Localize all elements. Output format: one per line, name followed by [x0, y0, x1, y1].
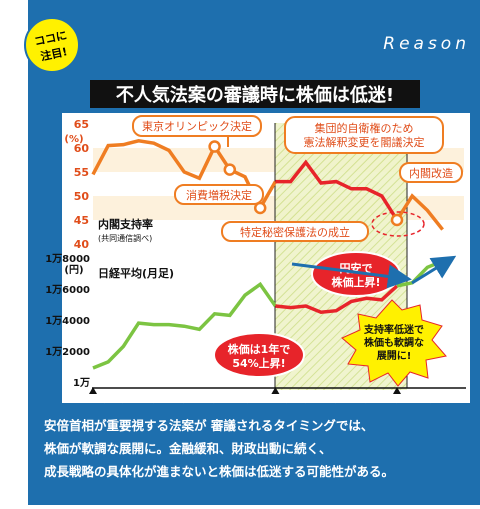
footer-line3: 成長戦略の具体化が進まないと株価は低迷する可能性がある。	[44, 464, 394, 479]
x-tick-label: 13年1月	[73, 392, 114, 405]
title-background	[90, 80, 420, 108]
nikkei-tick-label: 1万6000	[45, 284, 90, 296]
approval-marker	[390, 213, 404, 227]
nikkei-tick-label: 1万2000	[45, 346, 90, 358]
callout-54pct-bg	[213, 332, 305, 378]
x-tick-label: 3月	[297, 393, 314, 405]
annotation-reshuffle-box	[399, 162, 463, 183]
x-tick-label: 5月	[145, 393, 162, 405]
callout-starburst: 支持率低迷で株価も軟調な展開に!	[363, 323, 424, 362]
approval-tick-label: 55	[74, 166, 89, 179]
x-tick-label: 3月	[115, 393, 132, 405]
approval-line-late	[395, 193, 444, 231]
approval-chart: 65 60 55 50 45 40 (%) 内閣支持率 (共同通信調べ)	[64, 118, 444, 251]
nikkei-tick-label: 1万	[73, 377, 90, 389]
annotations: 東京オリンピック決定 消費増税決定 特定秘密保護法の成立 集団的自衛権のため憲法…	[132, 115, 463, 387]
callout-54pct: 株価は1年で 54%上昇!	[228, 342, 291, 370]
annotation-defense: 集団的自衛権のため憲法解釈変更を閣議決定	[304, 121, 425, 149]
x-tick-label: 11月	[233, 393, 257, 405]
annotation-defense-box	[284, 116, 444, 154]
x-tick-label: 5月	[328, 393, 345, 405]
nikkei-title: 日経平均(月足)	[98, 266, 174, 280]
nikkei-line-2013	[92, 281, 277, 370]
x-tick-label: 9月	[389, 393, 406, 405]
x-tick-label: 14年1月	[255, 392, 296, 405]
footer: 安倍首相が重要視する法案が 審議されるタイミングでは、 株価が軟調な展開に。金融…	[44, 418, 394, 479]
badge: ココに 注目!	[24, 17, 80, 73]
annotation-tax: 消費増税決定	[186, 188, 252, 202]
approval-line-2013	[91, 139, 277, 212]
badge-line2: 注目!	[39, 44, 68, 63]
x-axis-marker	[393, 387, 401, 394]
arrow-up-nikkei	[411, 255, 457, 285]
approval-line-2014	[275, 159, 399, 221]
x-tick-label: 9月	[206, 393, 223, 405]
approval-marker	[223, 163, 237, 176]
nikkei-ylabel: (円)	[64, 264, 83, 276]
annotation-dip-circle	[371, 211, 425, 237]
approval-tick-label: 45	[74, 214, 89, 227]
annotation-tax-box	[174, 184, 264, 205]
approval-marker	[253, 201, 267, 215]
footer-line1: 安倍首相が重要視する法案が 審議されるタイミングでは、	[44, 418, 373, 433]
approval-title: 内閣支持率	[98, 217, 153, 231]
annotation-olympic: 東京オリンピック決定	[142, 119, 252, 133]
header-label: Reason	[383, 34, 470, 54]
x-axis-marker	[271, 387, 280, 394]
approval-subtitle: (共同通信調べ)	[98, 233, 152, 243]
annotation-olympic-box	[132, 115, 262, 137]
nikkei-chart: 1万8000 1万6000 1万4000 1万2000 1万 (円) 日経平均(月足)	[45, 253, 444, 389]
x-tick-label: 11月	[415, 393, 439, 405]
callout-starburst-bg	[341, 299, 447, 387]
nikkei-tick-label: 1万4000	[45, 315, 90, 327]
arrow-down-nikkei	[291, 262, 412, 289]
x-tick-label: 7月	[176, 393, 193, 405]
approval-tick-label: 40	[74, 238, 90, 251]
annotation-secrecy: 特定秘密保護法の成立	[240, 225, 350, 239]
nikkei-tick-label: 1万8000	[45, 253, 90, 265]
annotation-reshuffle: 内閣改造	[409, 166, 453, 180]
approval-tick-label: 50	[74, 190, 90, 203]
x-axis-marker	[89, 387, 97, 394]
page-title: 不人気法案の審議時に株価は低迷!	[116, 84, 394, 106]
approval-tick-label: 65	[74, 118, 89, 131]
approval-ylabel: (%)	[64, 134, 83, 145]
approval-marker	[208, 140, 221, 153]
badge-circle	[24, 17, 80, 73]
annotation-secrecy-box	[221, 221, 369, 242]
approval-tick-label: 60	[74, 142, 90, 155]
x-tick-label: 7月	[358, 393, 375, 405]
nikkei-line-2014	[275, 284, 399, 315]
footer-line2: 株価が軟調な展開に。金融緩和、財政出動に続く、	[44, 441, 332, 456]
